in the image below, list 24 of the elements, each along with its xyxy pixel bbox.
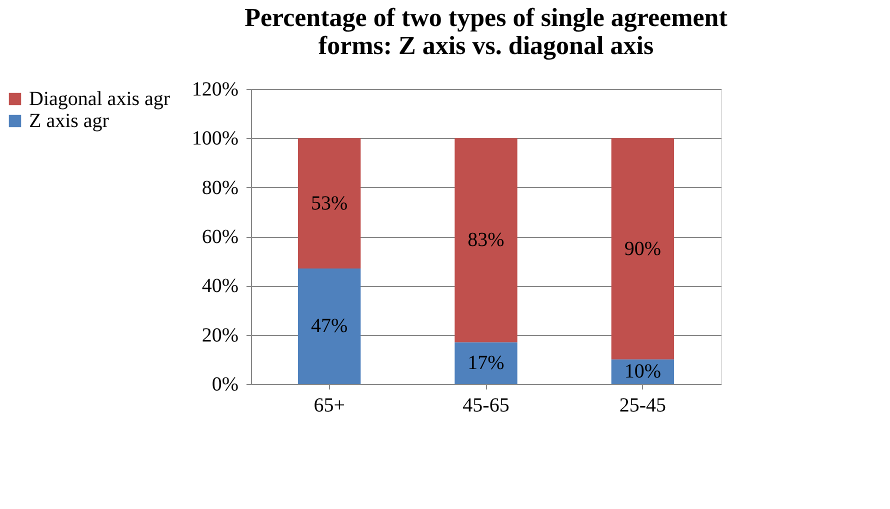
data-label: 10%	[624, 360, 662, 383]
x-tick-label: 25-45	[619, 394, 666, 416]
y-tick-label: 80%	[202, 176, 238, 199]
bar	[611, 138, 674, 360]
data-label: 17%	[468, 352, 504, 374]
y-tick-label: 40%	[202, 275, 238, 298]
bar	[298, 138, 361, 268]
y-tick-label: 0%	[212, 374, 238, 396]
data-label: 53%	[310, 192, 348, 214]
y-tick-label: 100%	[192, 128, 238, 150]
bar	[454, 138, 518, 342]
y-tick-label: 60%	[202, 226, 238, 248]
bar	[454, 342, 518, 384]
bar	[298, 268, 361, 384]
y-tick-label: 20%	[202, 324, 238, 346]
legend-label: Diagonal axis agr	[29, 88, 170, 110]
x-tick-label: 65+	[314, 394, 345, 416]
data-label: 90%	[624, 238, 662, 260]
y-tick-label: 120%	[192, 78, 238, 100]
data-label: 47%	[310, 315, 348, 338]
chart-title: Percentage of two types of single agreement forms: Z axis vs. diagonal axis	[244, 3, 728, 60]
data-label: 83%	[468, 229, 504, 252]
legend-label: Z axis agr	[29, 110, 110, 132]
x-tick-label: 45-65	[462, 394, 510, 416]
